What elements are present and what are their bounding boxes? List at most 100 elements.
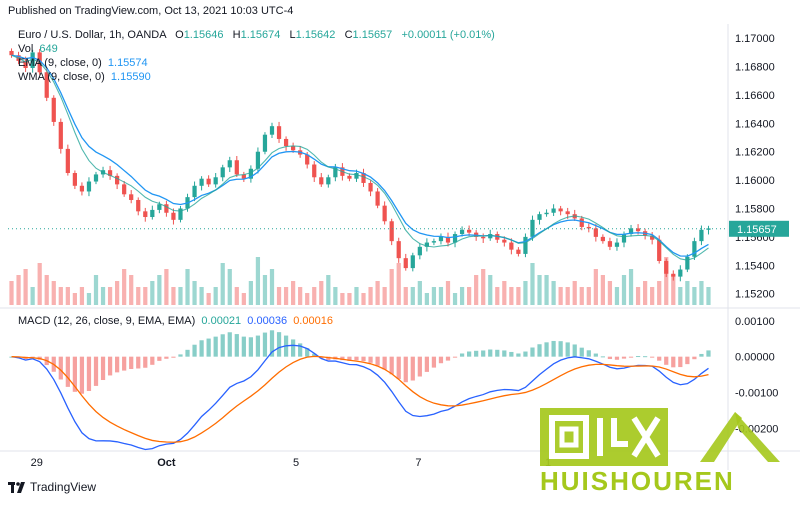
volume-bar (474, 275, 479, 305)
macd-tick-label: 0.00100 (735, 316, 775, 328)
macd-histogram-bar (516, 353, 521, 357)
volume-label: Vol (18, 43, 34, 55)
candle (600, 236, 605, 242)
volume-bar (312, 287, 317, 305)
volume-bar (305, 293, 310, 305)
candle (438, 236, 444, 242)
volume-bar (143, 287, 148, 305)
candle (509, 242, 514, 250)
volume-bar (122, 269, 127, 305)
volume-bar (129, 275, 134, 305)
candle (558, 208, 563, 212)
candle (213, 177, 218, 185)
candle (171, 212, 176, 220)
volume-bar (283, 287, 289, 305)
tradingview-logo[interactable]: TradingView (8, 480, 96, 494)
volume-bar (291, 281, 296, 305)
volume-bar (403, 287, 408, 305)
volume-bar (227, 269, 232, 305)
candle (523, 236, 528, 254)
volume-bar (9, 281, 14, 305)
top-bar: Published on TradingView.com, Oct 13, 20… (0, 0, 800, 24)
candle (150, 209, 155, 218)
candle (93, 174, 99, 182)
volume-bar (213, 287, 218, 305)
volume-bar (579, 287, 584, 305)
volume-bar (699, 281, 704, 305)
candle (58, 121, 63, 149)
volume-bar (30, 287, 35, 305)
ema-legend: EMA (9, close, 0) 1.15574 (18, 57, 148, 69)
macd-label: MACD (12, 26, close, 9, EMA, EMA) (18, 315, 196, 327)
volume-bar (410, 287, 415, 305)
macd-histogram-bar (664, 356, 669, 365)
macd-histogram-bar (213, 336, 218, 357)
candle (86, 181, 92, 192)
volume-bar (86, 293, 92, 305)
volume-bar (51, 281, 56, 305)
candle (614, 242, 620, 247)
volume-bar (255, 257, 261, 305)
candle (220, 167, 225, 178)
macd-histogram-bar (502, 350, 507, 357)
volume-bar (643, 281, 648, 305)
volume-bar (185, 269, 190, 305)
candle (30, 52, 35, 68)
macd-histogram-bar (150, 356, 155, 365)
macd-histogram-bar (445, 356, 451, 361)
macd-histogram-bar (354, 356, 359, 361)
time-tick-label: Oct (157, 457, 176, 469)
time-tick-label: 5 (293, 457, 299, 469)
macd-histogram-bar (199, 340, 204, 357)
volume-bar (692, 287, 697, 305)
candle (291, 146, 296, 151)
macd-histogram-bar (86, 356, 92, 391)
wma-legend: WMA (9, close, 0) 1.15590 (18, 71, 151, 83)
candle (276, 126, 282, 139)
candle (326, 177, 331, 185)
low-value: 1.15642 (295, 29, 336, 41)
volume-bar (326, 275, 331, 305)
volume-bar (614, 287, 620, 305)
macd-histogram-bar (481, 350, 486, 357)
candle (262, 134, 268, 152)
macd-histogram-bar (692, 356, 697, 360)
volume-bar (558, 287, 563, 305)
candle (65, 148, 70, 174)
macd-histogram-bar (685, 356, 690, 365)
candle (565, 211, 570, 215)
candle (319, 177, 324, 185)
volume-bar (600, 275, 605, 305)
macd-histogram-bar (671, 356, 676, 368)
time-tick-label: 29 (31, 457, 43, 469)
price-tick-label: 1.16000 (735, 175, 775, 187)
volume-bar (115, 281, 120, 305)
volume-bar (544, 275, 549, 305)
ema-label: EMA (9, close, 0) (18, 57, 102, 69)
macd-histogram-bar (136, 356, 141, 369)
last-price-label: 1.15657 (737, 224, 777, 236)
volume-bar (248, 281, 253, 305)
macd-histogram-bar (79, 356, 85, 394)
price-legend: Euro / U.S. Dollar, 1h, OANDA O1.15646 H… (18, 29, 495, 41)
macd-histogram-bar (467, 351, 472, 357)
volume-bar (241, 293, 246, 305)
candle (685, 256, 690, 270)
watermark-text: HUISHOUREN (540, 466, 735, 496)
macd-histogram-bar (565, 342, 570, 357)
macd-histogram-bar (340, 356, 345, 361)
candle (445, 236, 451, 243)
volume-bar (23, 269, 28, 305)
candle (122, 184, 127, 195)
candle (586, 226, 591, 229)
volume-bar (417, 281, 422, 305)
candle (269, 126, 275, 135)
macd-histogram-bar (558, 341, 563, 357)
candle (164, 204, 169, 213)
candle (234, 160, 239, 175)
volume-bar (424, 293, 429, 305)
macd-signal-value: 0.00016 (293, 315, 333, 327)
volume-bar (523, 281, 528, 305)
volume-bar (459, 287, 465, 305)
